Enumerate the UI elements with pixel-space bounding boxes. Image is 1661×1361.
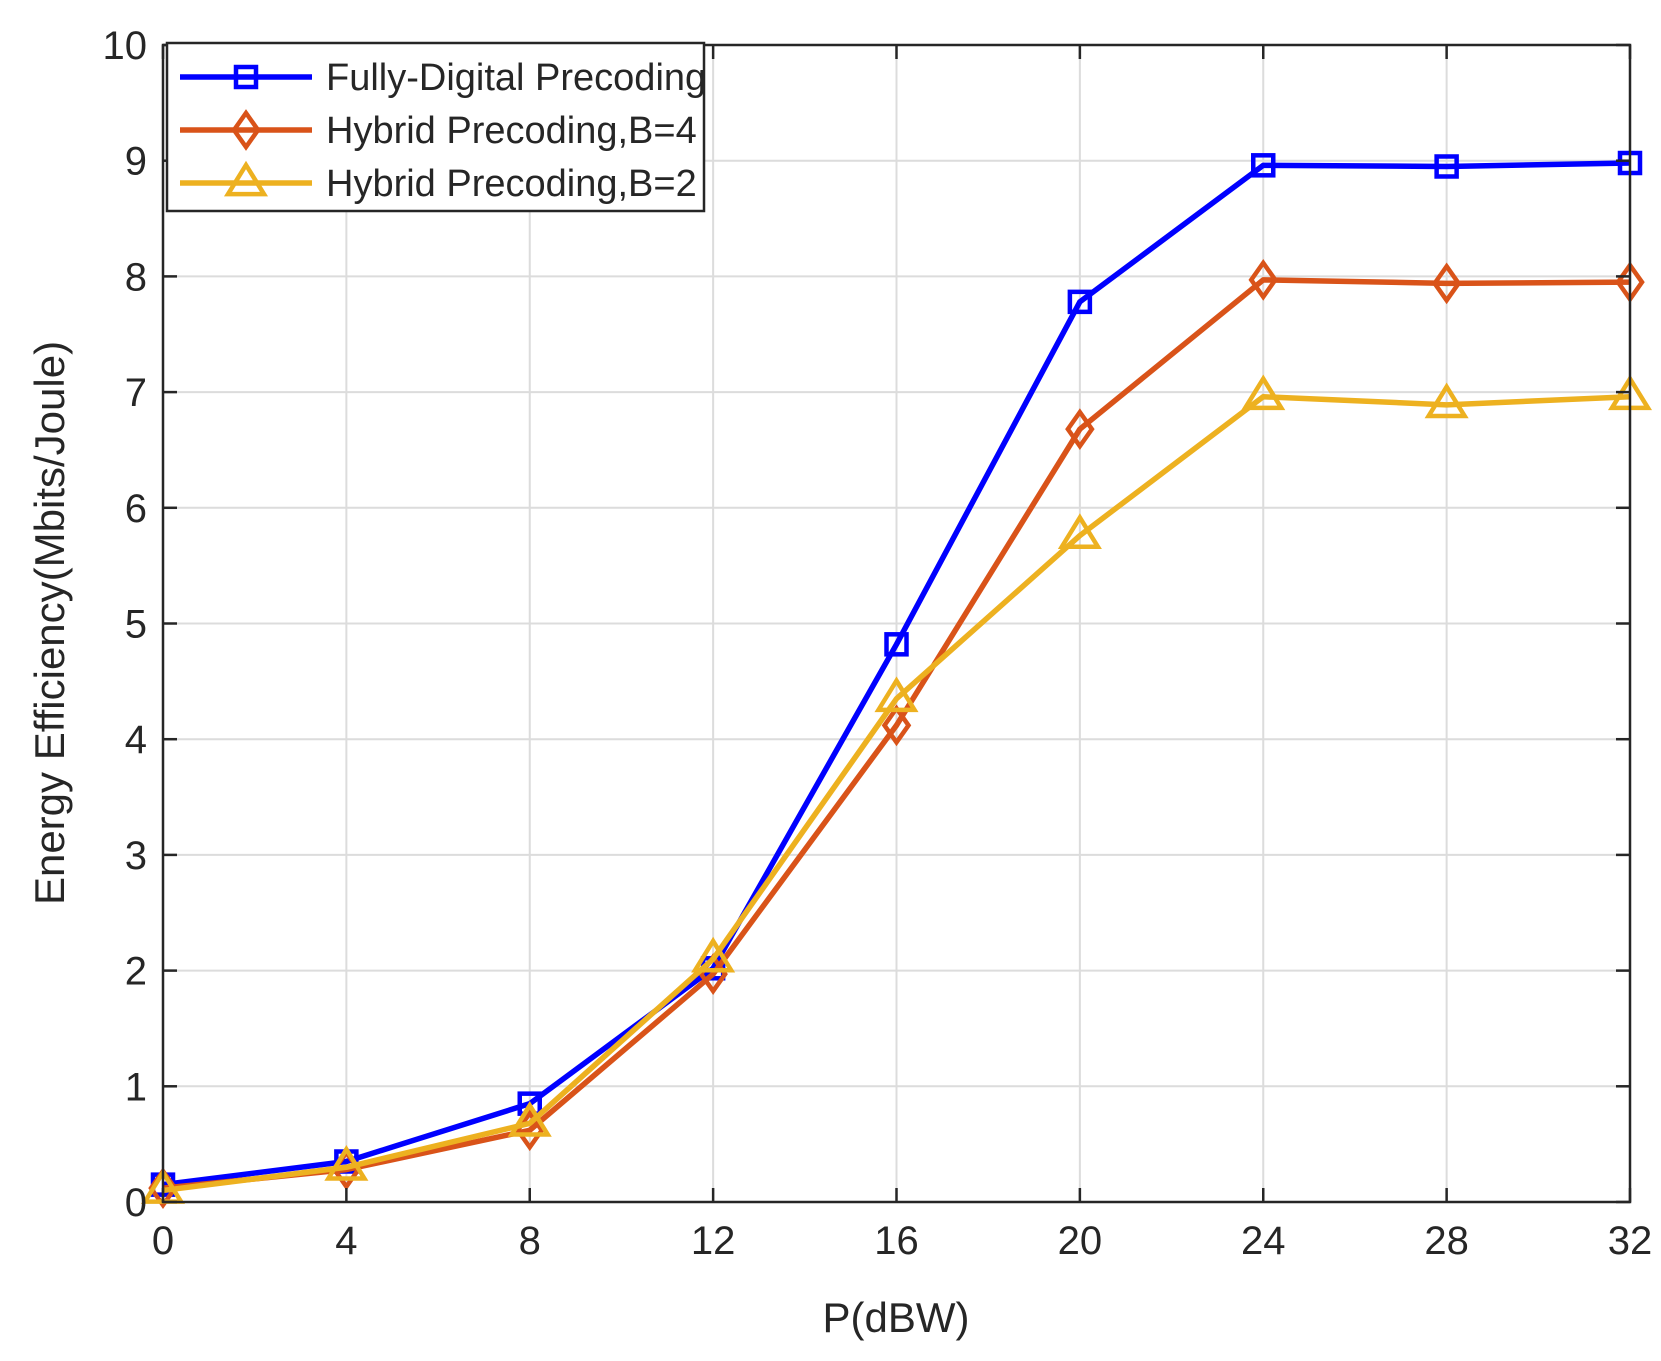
x-tick-label: 8 xyxy=(519,1219,541,1263)
data-point-marker xyxy=(1067,289,1093,315)
series-group xyxy=(140,150,1653,1210)
x-tick-label: 20 xyxy=(1058,1219,1103,1263)
data-point-marker xyxy=(1424,382,1469,419)
series-line xyxy=(162,393,1631,1194)
legend-label: Hybrid Precoding,B=4 xyxy=(326,110,697,152)
y-tick-label: 8 xyxy=(125,255,147,299)
series-line xyxy=(162,277,1631,1191)
legend-item: Fully-Digital Precoding xyxy=(180,57,706,99)
data-point-marker xyxy=(1431,262,1462,305)
legend-marker xyxy=(231,109,261,151)
x-axis-title: P(dBW) xyxy=(823,1294,970,1341)
series-line xyxy=(162,160,1631,1188)
legend-label: Fully-Digital Precoding xyxy=(326,57,706,99)
data-point-marker xyxy=(691,936,736,973)
y-tick-label: 6 xyxy=(125,487,147,531)
y-axis-title: Energy Efficiency(Mbits/Joule) xyxy=(26,341,73,905)
x-tick-label: 0 xyxy=(152,1219,174,1263)
legend-item: Hybrid Precoding,B=2 xyxy=(180,160,697,205)
data-point-marker xyxy=(1434,154,1459,179)
x-tick-label: 32 xyxy=(1608,1219,1653,1263)
legend-label: Hybrid Precoding,B=2 xyxy=(326,163,697,205)
data-point-marker xyxy=(1241,374,1286,411)
legend-item: Hybrid Precoding,B=4 xyxy=(180,109,697,152)
x-tick-label: 28 xyxy=(1424,1219,1469,1263)
data-point-marker xyxy=(324,1145,369,1181)
x-tick-label: 12 xyxy=(691,1219,736,1263)
legend-marker xyxy=(233,64,259,90)
y-tick-label: 1 xyxy=(125,1065,147,1109)
data-point-marker xyxy=(881,704,912,747)
data-point-marker xyxy=(1251,153,1276,178)
x-tick-label: 4 xyxy=(335,1219,357,1263)
y-tick-label: 2 xyxy=(125,950,147,994)
x-tick-label: 24 xyxy=(1241,1219,1286,1263)
y-tick-label: 4 xyxy=(125,718,147,762)
y-tick-label: 10 xyxy=(103,24,148,68)
legend-marker xyxy=(223,160,269,197)
y-tick-label: 9 xyxy=(125,140,147,184)
data-point-marker xyxy=(1065,408,1095,451)
y-tick-label: 3 xyxy=(125,834,147,878)
legend: Fully-Digital Precoding Hybrid Precoding,… xyxy=(165,41,706,213)
y-tick-label: 7 xyxy=(125,371,147,415)
y-tick-label: 0 xyxy=(125,1181,147,1225)
y-tick-label: 5 xyxy=(125,603,147,647)
data-point-marker xyxy=(1248,258,1279,301)
x-tick-label: 16 xyxy=(874,1219,919,1263)
data-point-marker xyxy=(1057,513,1102,549)
data-point-marker xyxy=(507,1101,552,1137)
data-point-marker xyxy=(884,632,909,657)
data-point-marker xyxy=(874,676,919,713)
